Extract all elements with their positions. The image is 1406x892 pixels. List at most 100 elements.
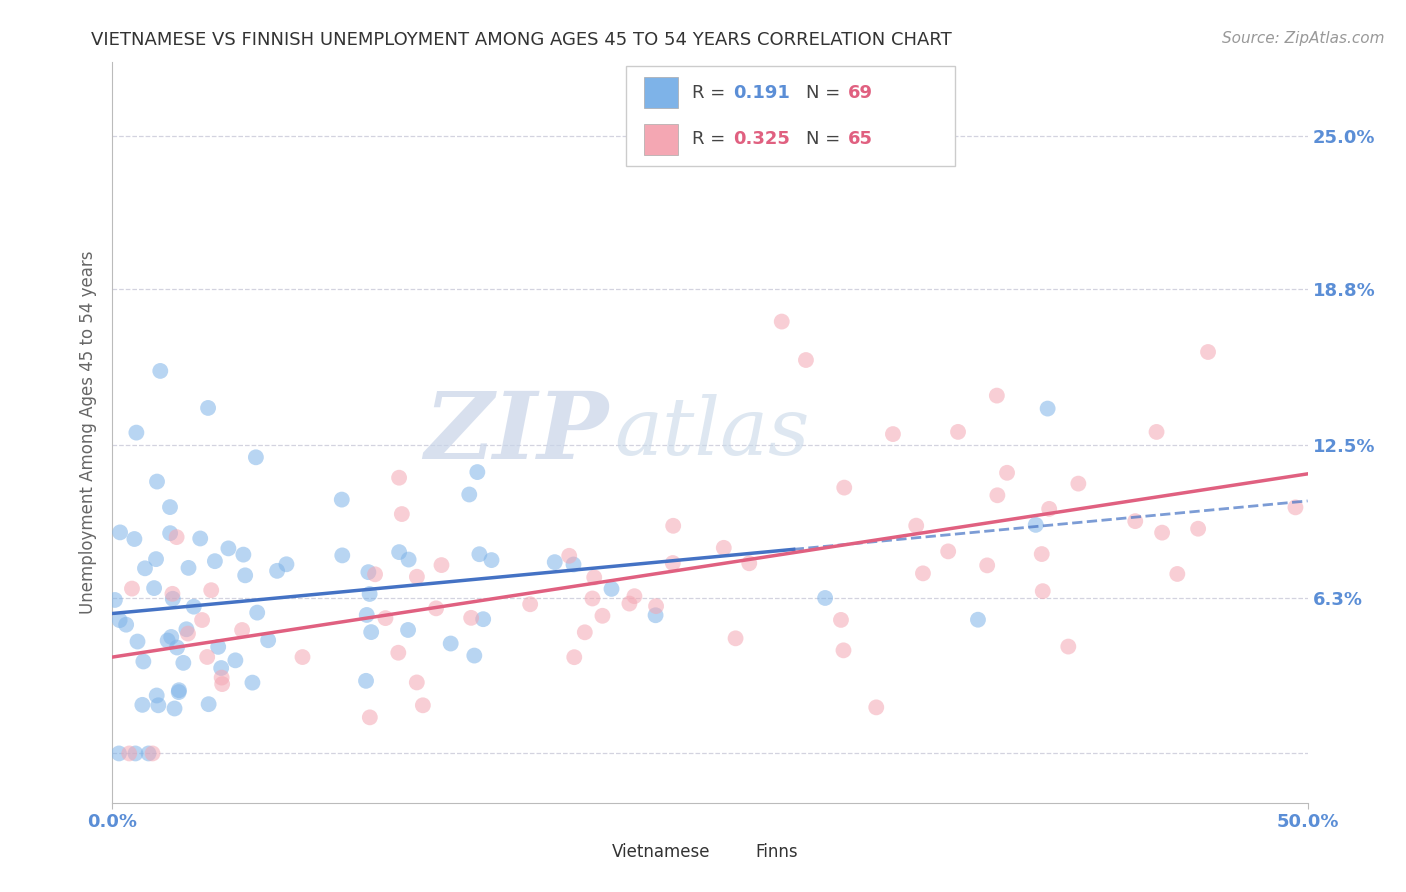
Point [946,425,969,439]
Text: R =: R = [692,84,731,102]
Point [936,544,959,558]
Point [713,541,735,555]
Point [209,661,232,675]
Point [1197,345,1219,359]
Point [770,315,793,329]
Point [207,640,229,654]
Point [544,555,567,569]
Point [911,566,934,581]
Point [882,427,904,442]
Point [167,683,190,698]
Text: 65: 65 [848,130,873,148]
Point [1067,476,1090,491]
Point [143,581,166,595]
Point [125,425,148,440]
Point [814,591,837,605]
Point [141,747,163,761]
Point [1123,514,1146,528]
Point [124,532,146,546]
Point [738,556,761,570]
Point [830,613,852,627]
Bar [644,124,678,155]
Point [374,611,396,625]
Point [166,640,188,655]
Point [124,747,146,761]
Point [644,608,666,623]
Point [108,525,131,540]
Point [177,626,200,640]
Point [330,492,353,507]
Point [183,599,205,614]
Point [159,500,181,514]
Point [623,589,645,603]
Point [468,547,491,561]
Point [583,570,606,584]
Point [266,564,288,578]
Point [146,475,169,489]
Point [581,591,603,606]
Point [118,747,141,761]
Point [359,710,381,724]
Point [149,364,172,378]
Text: Source: ZipAtlas.com: Source: ZipAtlas.com [1222,31,1385,46]
Point [176,622,198,636]
Point [188,532,211,546]
Point [167,685,190,699]
Point [231,623,253,637]
Point [406,570,429,584]
Point [600,582,623,596]
Point [440,636,463,650]
Point [132,655,155,669]
Point [359,587,381,601]
Point [391,507,413,521]
Point [172,656,194,670]
Point [1146,425,1168,439]
Point [224,653,246,667]
Point [356,607,378,622]
Point [1031,547,1053,561]
Point [195,650,218,665]
Point [995,466,1018,480]
Text: ZIP: ZIP [425,388,609,477]
Bar [723,838,748,866]
Point [724,632,747,646]
Bar [644,78,678,108]
Point [832,643,855,657]
Point [1032,584,1054,599]
Point [662,518,685,533]
Y-axis label: Unemployment Among Ages 45 to 54 years: Unemployment Among Ages 45 to 54 years [79,251,97,615]
Point [562,558,585,572]
Point [138,747,160,761]
Text: VIETNAMESE VS FINNISH UNEMPLOYMENT AMONG AGES 45 TO 54 YEARS CORRELATION CHART: VIETNAMESE VS FINNISH UNEMPLOYMENT AMONG… [91,31,952,49]
Point [108,747,131,761]
Point [396,623,419,637]
Point [246,606,269,620]
Point [519,597,541,611]
Point [360,625,382,640]
Point [148,698,170,713]
Text: Vietnamese: Vietnamese [612,844,710,862]
Point [1038,501,1060,516]
Point [211,677,233,691]
Point [163,701,186,715]
Point [388,471,411,485]
Point [986,488,1008,502]
Point [574,625,596,640]
Point [1025,517,1047,532]
Point [197,697,219,711]
Point [425,601,447,615]
Point [905,518,928,533]
Point [1036,401,1059,416]
Point [160,630,183,644]
Point [976,558,998,573]
Point [1057,640,1080,654]
Point [134,561,156,575]
Point [108,613,131,627]
Point [233,568,256,582]
Point [430,558,453,573]
Point [330,549,353,563]
Point [291,650,314,665]
Point [1284,500,1306,515]
Point [242,675,264,690]
Point [645,599,668,614]
